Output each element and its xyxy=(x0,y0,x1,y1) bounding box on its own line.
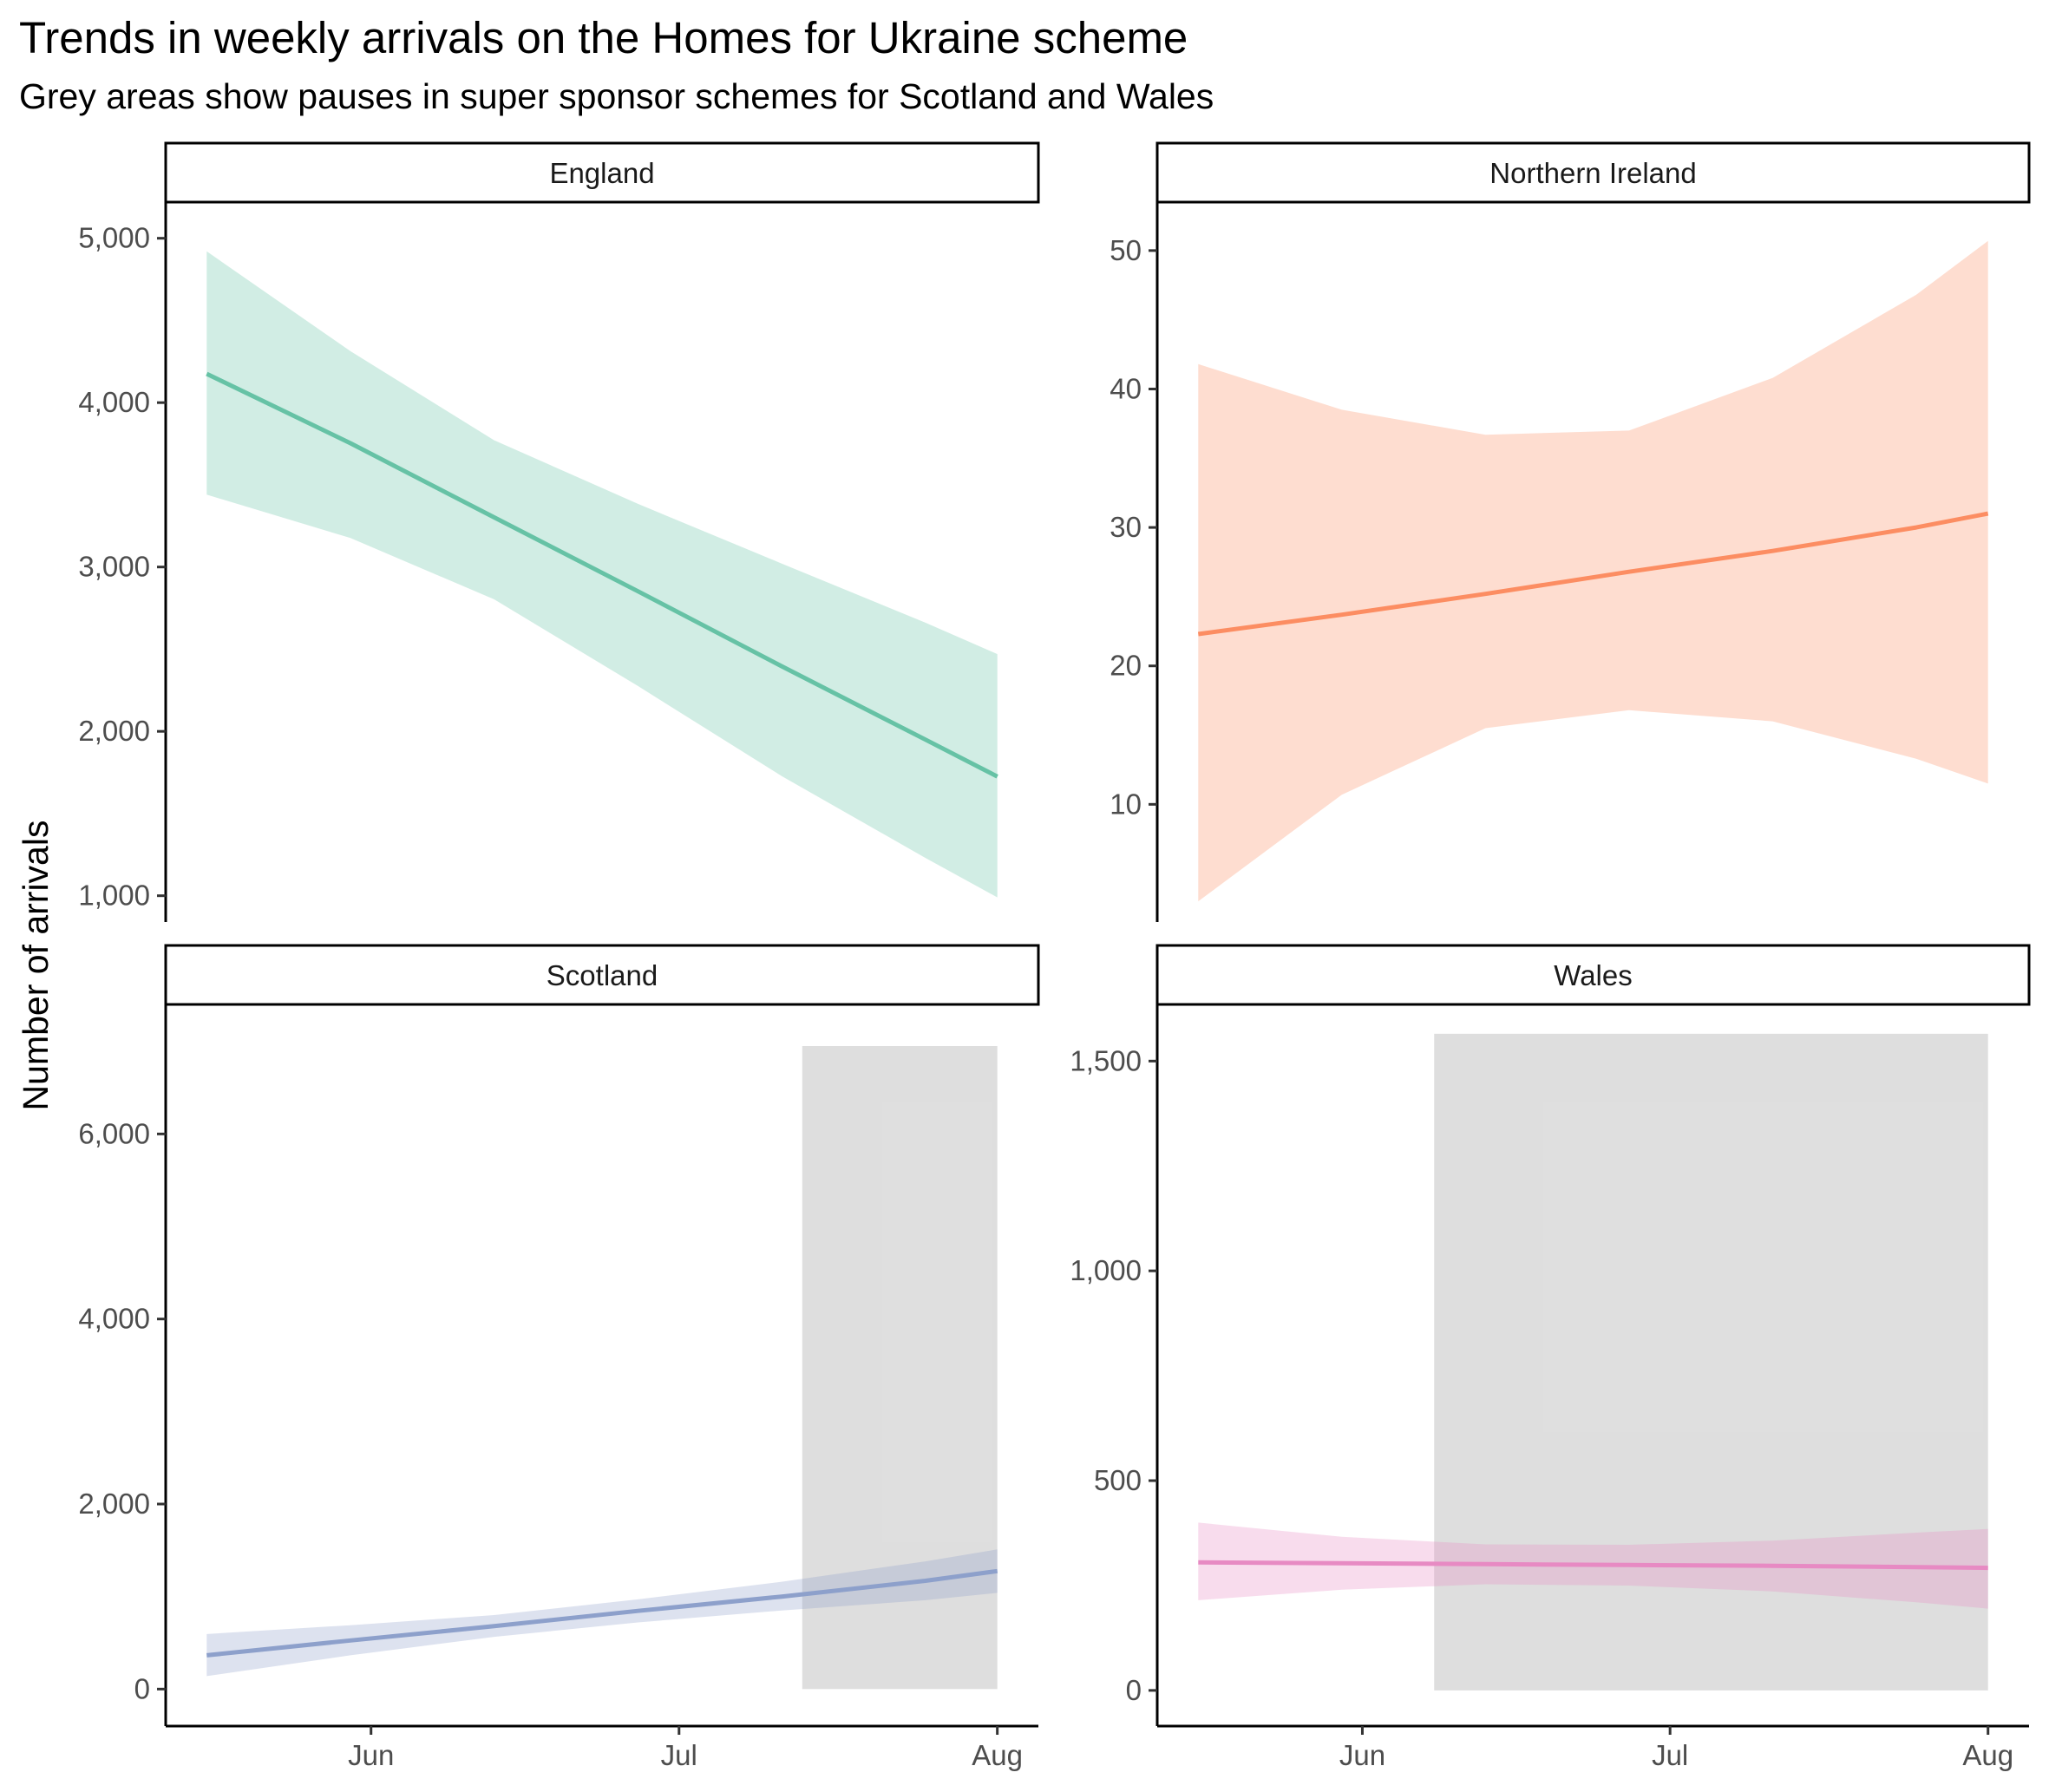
y-tick-label-northern-ireland: 10 xyxy=(1110,788,1142,820)
panel-northern-ireland: Northern Ireland 10 20 30 40 50 xyxy=(1110,141,2031,922)
y-tick-label-northern-ireland: 40 xyxy=(1110,372,1142,404)
x-tick-label-wales: Jun xyxy=(1339,1739,1385,1771)
y-tick-label-wales: 0 xyxy=(1126,1674,1142,1706)
y-tick-label-wales: 500 xyxy=(1094,1464,1142,1496)
panel-wales: Wales 0 500 1,000 1,500 Jun Jul Aug xyxy=(1070,944,2031,1771)
facet-strip-england xyxy=(164,141,1040,204)
facet-label-northern-ireland: Northern Ireland xyxy=(1489,157,1696,189)
y-tick-label-england: 2,000 xyxy=(78,715,150,747)
x-tick-label-scotland: Jul xyxy=(661,1739,697,1771)
y-axis-title: Number of arrivals xyxy=(16,821,56,1111)
panel-scotland: Scotland 0 2,000 4,000 6,000 Jun Jul Aug xyxy=(78,944,1040,1771)
chart-subtitle: Grey areas show pauses in super sponsor … xyxy=(19,76,1214,116)
panel-england: England 1,000 2,000 3,000 4,000 5,000 xyxy=(78,141,1040,922)
y-tick-label-wales: 1,500 xyxy=(1070,1044,1142,1076)
x-tick-label-wales: Jul xyxy=(1652,1739,1688,1771)
x-tick-label-scotland: Jun xyxy=(348,1739,394,1771)
trend-line-england xyxy=(206,371,998,779)
facet-strip-northern-ireland xyxy=(1155,141,2031,204)
y-tick-label-england: 3,000 xyxy=(78,551,150,583)
y-tick-label-scotland: 6,000 xyxy=(78,1117,150,1149)
y-tick-label-scotland: 4,000 xyxy=(78,1303,150,1335)
facet-strip-wales xyxy=(1155,944,2031,1006)
y-tick-label-england: 4,000 xyxy=(78,386,150,418)
confidence-band-northern-ireland xyxy=(1198,240,1988,902)
facet-strip-scotland xyxy=(164,944,1040,1006)
y-tick-label-northern-ireland: 50 xyxy=(1110,234,1142,266)
y-tick-label-northern-ireland: 30 xyxy=(1110,511,1142,543)
x-tick-label-scotland: Aug xyxy=(972,1739,1023,1771)
y-tick-label-northern-ireland: 20 xyxy=(1110,650,1142,682)
x-tick-label-wales: Aug xyxy=(1962,1739,2013,1771)
y-tick-label-england: 5,000 xyxy=(78,222,150,254)
trend-line-scotland xyxy=(206,1568,998,1658)
trend-line-wales xyxy=(1198,1560,1988,1571)
y-tick-label-england: 1,000 xyxy=(78,880,150,912)
chart-title: Trends in weekly arrivals on the Homes f… xyxy=(19,13,1188,62)
trend-line-northern-ireland xyxy=(1197,511,1989,637)
panels: England 1,000 2,000 3,000 4,000 5,000 Northern… xyxy=(78,141,2031,1771)
facet-label-wales: Wales xyxy=(1554,959,1632,991)
y-tick-label-scotland: 0 xyxy=(134,1672,150,1704)
facet-label-scotland: Scotland xyxy=(547,959,658,991)
facet-label-england: England xyxy=(549,157,654,189)
pause-region-wales xyxy=(1434,1033,1988,1691)
y-tick-label-scotland: 2,000 xyxy=(78,1488,150,1520)
y-tick-label-wales: 1,000 xyxy=(1070,1254,1142,1286)
